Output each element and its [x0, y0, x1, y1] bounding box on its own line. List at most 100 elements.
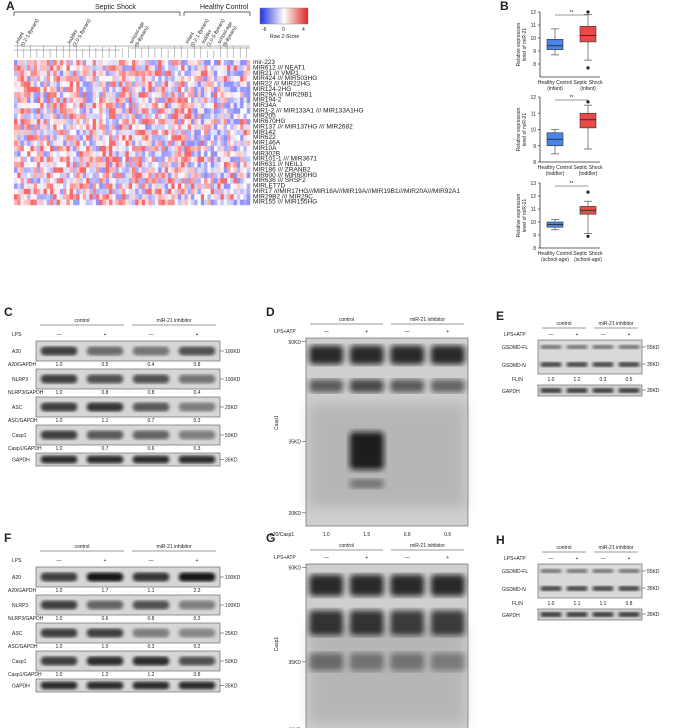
heatmap-cell — [23, 167, 28, 173]
heatmap-cell — [151, 124, 156, 131]
treatment-sign: + — [628, 332, 631, 338]
heatmap-cell — [135, 86, 139, 93]
heatmap-cell — [36, 145, 41, 152]
marker-label: 50KD — [225, 659, 238, 665]
heatmap-cell — [79, 194, 84, 200]
heatmap-cell — [43, 76, 48, 82]
heatmap-cell — [69, 129, 74, 136]
heatmap-cell — [164, 86, 169, 93]
heatmap-cell — [30, 183, 34, 190]
row-label: Casp1 — [12, 433, 27, 439]
heatmap-cell — [115, 140, 120, 147]
heatmap-cell — [132, 60, 136, 66]
heatmap-cell — [246, 76, 251, 82]
heatmap-cell — [56, 140, 61, 147]
heatmap-cell — [53, 162, 57, 168]
heatmap-cell — [118, 167, 123, 173]
heatmap-cell — [40, 81, 44, 88]
heatmap-cell — [217, 129, 221, 136]
gene-label: MIR205 — [253, 113, 276, 120]
blot-band — [349, 379, 384, 393]
heatmap-cell — [73, 113, 77, 120]
heatmap-cell — [36, 188, 41, 195]
heatmap-cell — [240, 183, 244, 190]
heatmap-cell — [99, 113, 103, 120]
y-tick-label: 11 — [531, 23, 536, 29]
heatmap-cell — [46, 167, 51, 173]
heatmap-cell — [191, 172, 195, 179]
marker-label: 55KD — [647, 345, 660, 351]
heatmap-cell — [161, 145, 166, 152]
heatmap-cell — [17, 140, 21, 147]
heatmap-cell — [164, 145, 169, 152]
heatmap-cell — [181, 108, 185, 114]
heatmap-cell — [187, 92, 192, 98]
heatmap-cell — [177, 81, 182, 88]
heatmap-cell — [20, 119, 25, 125]
heatmap-cell — [122, 65, 126, 71]
heatmap-cell — [246, 194, 251, 200]
heatmap-cell — [184, 178, 189, 184]
heatmap-cell — [223, 140, 228, 147]
panel-label-g: G — [266, 531, 275, 545]
heatmap-cell — [95, 183, 100, 190]
heatmap-cell — [145, 92, 149, 98]
ratio-value: 0.3 — [148, 644, 155, 650]
heatmap-cell — [112, 178, 116, 184]
heatmap-cell — [102, 156, 107, 163]
heatmap-cell — [46, 135, 51, 141]
heatmap-cell — [145, 60, 149, 66]
heatmap-cell — [246, 167, 251, 173]
blot-band-n — [618, 586, 640, 591]
heatmap-cell — [99, 135, 103, 141]
heatmap-cell — [63, 199, 67, 206]
heatmap-cell — [36, 151, 41, 157]
heatmap-cell — [161, 151, 166, 157]
heatmap-cell — [230, 135, 234, 141]
heatmap-cell — [207, 140, 211, 147]
heatmap-cell — [95, 162, 100, 168]
heatmap-cell — [99, 188, 103, 195]
heatmap-cell — [148, 86, 152, 93]
heatmap-cell — [158, 129, 162, 136]
heatmap-cell — [59, 108, 64, 114]
heatmap-cell — [230, 199, 234, 206]
ratio-value: 0.6 — [444, 532, 451, 538]
heatmap-cell — [69, 194, 74, 200]
heatmap-cell — [20, 102, 25, 109]
heatmap-cell — [145, 156, 149, 163]
heatmap-cell — [46, 102, 51, 109]
heatmap-cell — [112, 156, 116, 163]
heatmap-cell — [204, 162, 208, 168]
blot-band — [309, 345, 344, 365]
ratio-label: ASC/GAPDH — [8, 418, 38, 424]
heatmap-cell — [115, 162, 120, 168]
heatmap-cell — [158, 140, 162, 147]
heatmap-cell — [236, 183, 241, 190]
blot-band — [309, 610, 344, 636]
heatmap-cell — [243, 76, 248, 82]
heatmap-cell — [99, 162, 103, 168]
heatmap-cell — [174, 188, 179, 195]
heatmap-cell — [115, 183, 120, 190]
heatmap-cell — [112, 119, 116, 125]
heatmap-cell — [118, 119, 123, 125]
heatmap-cell — [73, 81, 77, 88]
heatmap-cell — [135, 167, 139, 173]
outlier-point — [586, 234, 590, 238]
heatmap-cell — [200, 172, 205, 179]
heatmap-cell — [63, 162, 67, 168]
heatmap-cell — [135, 108, 139, 114]
heatmap-cell — [109, 140, 113, 147]
category-label: Septic Shock — [573, 165, 603, 171]
heatmap-cell — [27, 172, 31, 179]
heatmap-cell — [112, 76, 116, 82]
blot-band — [132, 656, 170, 666]
heatmap-cell — [46, 183, 51, 190]
heatmap-cell — [220, 199, 225, 206]
colorbar-tick-zero: 0 — [282, 27, 285, 33]
ratio-value: 1.0 — [56, 362, 63, 368]
heatmap-cell — [181, 81, 185, 88]
heatmap-cell — [217, 172, 221, 179]
